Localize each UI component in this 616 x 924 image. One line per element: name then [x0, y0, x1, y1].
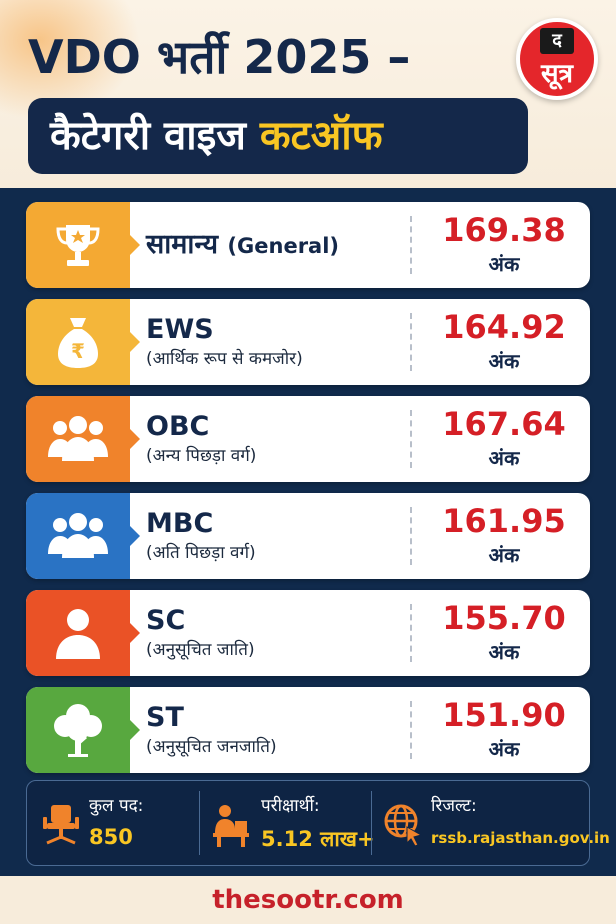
card-icon-panel: [26, 493, 140, 579]
office-chair-icon: [43, 805, 79, 845]
category-card-obc: OBC (अन्य पिछड़ा वर्ग) 167.64 अंक: [26, 396, 590, 482]
stat-label: परीक्षार्थी:: [261, 796, 320, 816]
card-text: OBC (अन्य पिछड़ा वर्ग): [146, 396, 408, 482]
stat-divider: [199, 791, 200, 855]
category-description: (अनुसूचित जाति): [146, 640, 255, 660]
category-name: सामान्य (General): [146, 228, 340, 260]
stats-bar: कुल पद: 850 परीक्षार्थी: 5.12 लाख+ रिजल्…: [26, 780, 610, 867]
person-icon: [56, 609, 100, 659]
category-list: सामान्य (General) 169.38 अंक ₹ EWS (आर्थ…: [26, 202, 590, 784]
page-title: VDO भर्ती 2025 –: [28, 30, 411, 84]
group-icon: [48, 416, 108, 461]
trophy-icon: [56, 225, 100, 266]
score-unit: अंक: [488, 737, 520, 761]
exam-candidate-icon: [213, 805, 249, 847]
category-card-sc: SC (अनुसूचित जाति) 155.70 अंक: [26, 590, 590, 676]
divider: [410, 507, 412, 565]
stat-total-posts: कुल पद: 850: [27, 781, 199, 867]
globe-click-icon: [384, 804, 423, 847]
category-card-mbc: MBC (अति पिछड़ा वर्ग) 161.95 अंक: [26, 493, 590, 579]
subtitle-text: कैटेगरी वाइज: [50, 113, 246, 159]
category-description: (अनुसूचित जनजाति): [146, 737, 277, 757]
logo-bottom-text: सूत्र: [541, 59, 573, 89]
cutoff-score: 161.95: [442, 502, 566, 540]
divider: [410, 701, 412, 759]
category-description: (अति पिछड़ा वर्ग): [146, 543, 256, 563]
card-text: ST (अनुसूचित जनजाति): [146, 687, 408, 773]
category-name: OBC: [146, 411, 210, 442]
category-description: (अन्य पिछड़ा वर्ग): [146, 446, 257, 466]
stat-result: रिजल्ट: rssb.rajasthan.gov.in: [371, 781, 610, 867]
card-icon-panel: [26, 396, 140, 482]
stat-divider: [371, 791, 372, 855]
card-text: EWS (आर्थिक रूप से कमजोर): [146, 299, 408, 385]
card-text: SC (अनुसूचित जाति): [146, 590, 408, 676]
card-icon-panel: [26, 687, 140, 773]
category-card-st: ST (अनुसूचित जनजाति) 151.90 अंक: [26, 687, 590, 773]
result-website-link[interactable]: rssb.rajasthan.gov.in: [431, 829, 610, 847]
card-icon-panel: [26, 590, 140, 676]
score-unit: अंक: [488, 446, 520, 470]
category-card-general: सामान्य (General) 169.38 अंक: [26, 202, 590, 288]
logo-top-text: द: [540, 28, 574, 54]
card-text: सामान्य (General): [146, 202, 408, 288]
cutoff-score: 164.92: [442, 308, 566, 346]
divider: [410, 604, 412, 662]
category-name: EWS: [146, 314, 214, 345]
money-bag-icon: ₹: [58, 318, 98, 368]
stat-candidates: परीक्षार्थी: 5.12 लाख+: [199, 781, 375, 867]
category-description: (आर्थिक रूप से कमजोर): [146, 349, 303, 369]
stat-label: कुल पद:: [89, 796, 144, 816]
score-unit: अंक: [488, 252, 520, 276]
stat-value: 850: [89, 825, 133, 849]
divider: [410, 313, 412, 371]
card-icon-panel: ₹: [26, 299, 140, 385]
category-name: ST: [146, 702, 184, 733]
svg-text:₹: ₹: [71, 339, 85, 363]
category-name: SC: [146, 605, 186, 636]
cutoff-score: 167.64: [442, 405, 566, 443]
subtitle-banner: कैटेगरी वाइज कटऑफ: [28, 98, 528, 174]
brand-logo[interactable]: द सूत्र: [516, 18, 598, 100]
cutoff-score: 155.70: [442, 599, 566, 637]
category-name: MBC: [146, 508, 214, 539]
subtitle-highlight: कटऑफ: [259, 113, 383, 159]
header: VDO भर्ती 2025 – द सूत्र कैटेगरी वाइज कट…: [0, 0, 616, 188]
divider: [410, 216, 412, 274]
tree-icon: [54, 704, 102, 757]
card-text: MBC (अति पिछड़ा वर्ग): [146, 493, 408, 579]
cutoff-score: 169.38: [442, 211, 566, 249]
divider: [410, 410, 412, 468]
score-unit: अंक: [488, 543, 520, 567]
score-unit: अंक: [488, 349, 520, 373]
group-icon: [48, 513, 108, 558]
stat-label: रिजल्ट:: [431, 796, 477, 816]
stat-value: 5.12 लाख+: [261, 827, 375, 851]
score-unit: अंक: [488, 640, 520, 664]
footer-website[interactable]: thesootr.com: [0, 876, 616, 924]
category-card-ews: ₹ EWS (आर्थिक रूप से कमजोर) 164.92 अंक: [26, 299, 590, 385]
cutoff-score: 151.90: [442, 696, 566, 734]
card-icon-panel: [26, 202, 140, 288]
